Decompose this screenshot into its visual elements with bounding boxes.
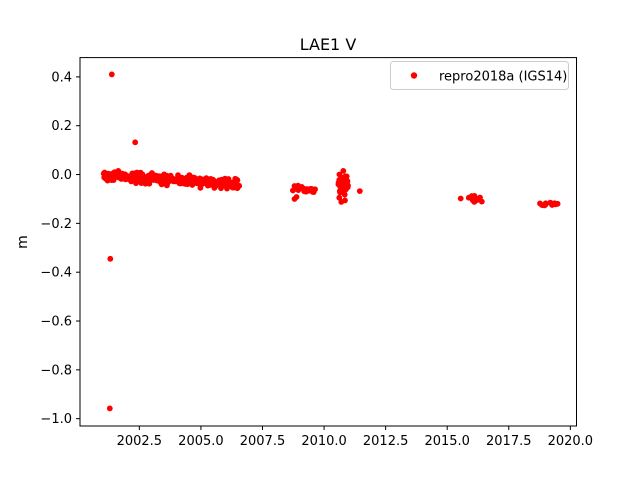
data-point <box>107 255 114 262</box>
data-point <box>345 182 351 189</box>
x-tick-label: 2002.5 <box>117 434 163 449</box>
x-tick-label: 2012.5 <box>363 434 409 449</box>
data-point <box>106 405 113 412</box>
y-tick-label: −0.2 <box>40 217 72 232</box>
plot-area <box>79 57 577 427</box>
y-tick-label: 0.2 <box>51 119 72 134</box>
data-point <box>108 71 115 78</box>
data-point <box>236 183 243 189</box>
chart-title: LAE1 V <box>300 35 357 54</box>
y-tick-label: −0.6 <box>40 315 72 330</box>
legend-marker-red-dot-icon <box>410 72 418 79</box>
data-point <box>340 168 347 174</box>
legend-label: repro2018a (IGS14) <box>439 70 567 85</box>
data-point <box>471 199 478 205</box>
x-tick-label: 2007.5 <box>240 434 286 449</box>
y-axis-label: m <box>15 235 31 249</box>
y-tick-label: −0.8 <box>40 363 72 378</box>
data-point <box>457 195 464 202</box>
data-point <box>341 191 348 198</box>
data-point <box>343 173 350 180</box>
data-point <box>478 198 485 205</box>
data-point <box>342 197 348 204</box>
x-tick-label: 2020.0 <box>548 434 594 449</box>
legend: repro2018a (IGS14) <box>390 61 569 90</box>
data-point <box>312 186 318 193</box>
y-tick-label: −0.4 <box>40 266 72 281</box>
data-point <box>234 177 241 184</box>
y-tick-label: 0.0 <box>51 168 72 183</box>
data-point <box>554 200 561 207</box>
y-tick-label: 0.4 <box>51 70 72 85</box>
data-point <box>336 171 343 178</box>
y-tick-label: −1.0 <box>40 412 72 427</box>
data-point <box>468 193 475 199</box>
data-point <box>542 200 549 207</box>
data-point <box>356 188 363 195</box>
x-tick-label: 2015.0 <box>424 434 470 449</box>
legend-box <box>390 61 569 90</box>
x-tick-label: 2010.0 <box>301 434 347 449</box>
data-point <box>336 194 343 201</box>
data-point <box>132 139 139 146</box>
x-axis: 2002.5 2005.0 2007.5 2010.0 2012.5 2015.0 2017… <box>117 426 593 449</box>
data-point <box>291 196 298 202</box>
x-tick-label: 2005.0 <box>178 434 224 449</box>
y-axis: 0.4 0.2 0.0 −0.2 −0.4 −0.6 −0.8 −1.0 <box>40 70 80 427</box>
data-point <box>344 178 351 185</box>
scatter-points <box>100 71 561 412</box>
x-tick-label: 2017.5 <box>486 434 532 449</box>
